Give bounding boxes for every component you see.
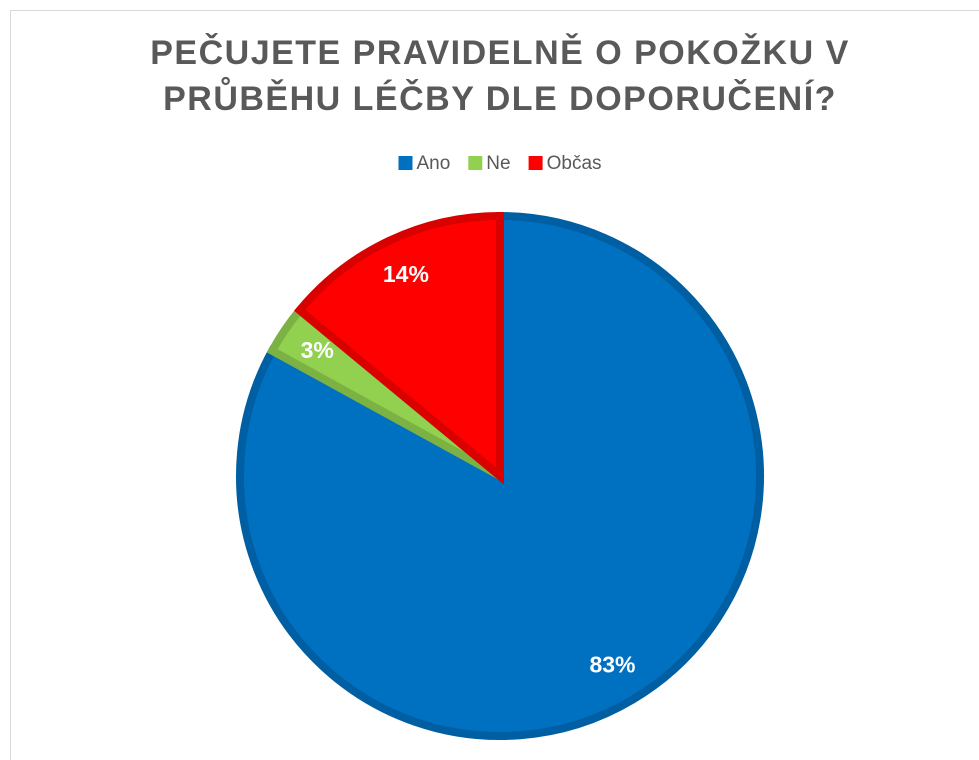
legend-label: Ano [416, 153, 450, 174]
legend-label: Občas [547, 153, 602, 174]
data-label: 14% [383, 261, 429, 287]
data-label: 3% [301, 337, 334, 363]
legend-swatch [468, 156, 483, 170]
legend-swatch [398, 156, 413, 170]
data-label: 83% [589, 651, 635, 677]
pie-slice [294, 211, 504, 485]
chart-frame [10, 10, 979, 760]
legend-label: Ne [486, 153, 510, 174]
legend-swatch [528, 156, 543, 170]
chart-title: PEČUJETE PRAVIDELNĚ O POKOŽKU V PRŮBĚHU … [150, 34, 850, 118]
